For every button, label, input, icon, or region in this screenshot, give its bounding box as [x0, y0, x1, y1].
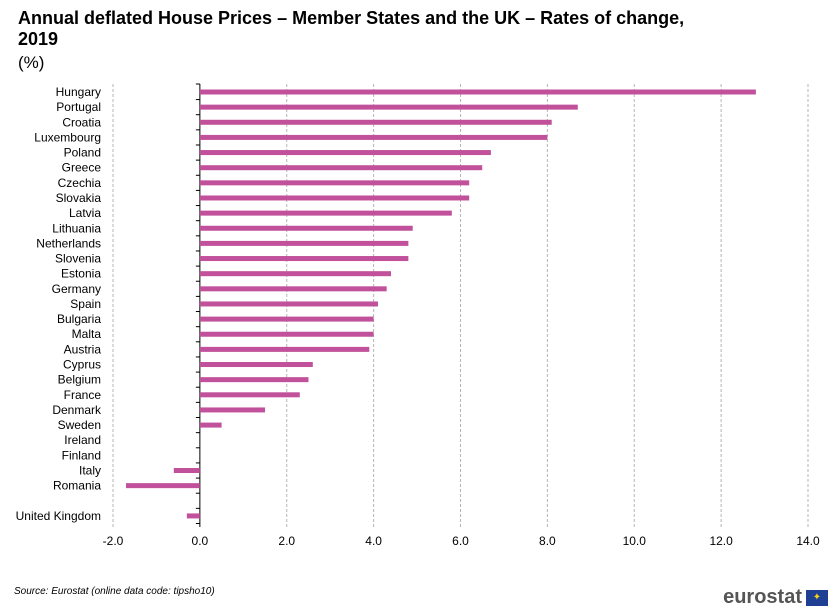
bar — [199, 316, 374, 322]
bar — [199, 89, 756, 95]
bar — [199, 346, 370, 352]
category-label: Netherlands — [36, 236, 101, 250]
category-label: Ireland — [64, 433, 101, 447]
bar — [199, 165, 483, 171]
logo-text: eurostat — [723, 586, 802, 608]
bar — [199, 331, 374, 337]
bar — [199, 286, 387, 292]
category-label: Romania — [53, 479, 101, 493]
x-tick-label: 0.0 — [192, 534, 209, 548]
category-label: Croatia — [62, 115, 101, 129]
x-tick-label: 14.0 — [796, 534, 820, 548]
category-label: Slovenia — [55, 252, 101, 266]
category-label: Italy — [79, 464, 101, 478]
bar — [199, 407, 266, 413]
category-label: Sweden — [58, 418, 101, 432]
category-label: Latvia — [69, 206, 101, 220]
bar — [199, 195, 470, 201]
category-label: United Kingdom — [16, 509, 101, 523]
bar — [199, 392, 300, 398]
bar — [199, 362, 313, 368]
bar — [126, 483, 200, 489]
source-note: Source: Eurostat (online data code: tips… — [14, 586, 215, 597]
category-label: Germany — [52, 282, 101, 296]
category-label: Lithuania — [52, 221, 101, 235]
bar — [199, 301, 378, 307]
category-label: Greece — [62, 161, 102, 175]
category-label: Slovakia — [56, 191, 102, 205]
category-label: Estonia — [61, 267, 101, 281]
x-tick-label: 6.0 — [452, 534, 469, 548]
bar — [199, 180, 470, 186]
bar — [199, 104, 578, 110]
category-label: Austria — [64, 342, 102, 356]
category-label: Malta — [72, 327, 102, 341]
bar — [199, 422, 222, 428]
bar — [173, 468, 200, 473]
x-tick-label: 10.0 — [623, 534, 647, 548]
category-label: Spain — [70, 297, 101, 311]
category-label: Poland — [64, 146, 101, 160]
x-tick-label: -2.0 — [103, 534, 124, 548]
bar — [199, 256, 409, 262]
chart-subtitle: (%) — [18, 53, 45, 72]
category-label: Czechia — [58, 176, 102, 190]
category-label: France — [64, 388, 102, 402]
bar — [199, 225, 413, 231]
chart-title: Annual deflated House Prices – Member St… — [18, 8, 685, 49]
bar — [199, 377, 309, 383]
bar — [199, 119, 552, 125]
category-label: Cyprus — [63, 358, 101, 372]
category-label: Luxembourg — [34, 130, 101, 144]
x-tick-label: 2.0 — [278, 534, 295, 548]
bar — [199, 240, 409, 246]
x-tick-label: 4.0 — [365, 534, 382, 548]
category-label: Portugal — [56, 100, 101, 114]
x-tick-label: 8.0 — [539, 534, 556, 548]
category-label: Belgium — [58, 373, 101, 387]
eu-flag-icon: ✦ — [806, 589, 828, 606]
category-label: Hungary — [56, 85, 101, 99]
category-label: Bulgaria — [57, 312, 101, 326]
eurostat-logo: eurostat ✦ — [723, 586, 828, 609]
bar — [199, 271, 391, 277]
x-tick-label: 12.0 — [709, 534, 733, 548]
bar — [199, 210, 452, 216]
bar — [199, 150, 491, 156]
category-label: Denmark — [52, 403, 102, 417]
bar — [186, 513, 200, 519]
bar — [199, 134, 548, 140]
category-label: Finland — [62, 448, 101, 462]
